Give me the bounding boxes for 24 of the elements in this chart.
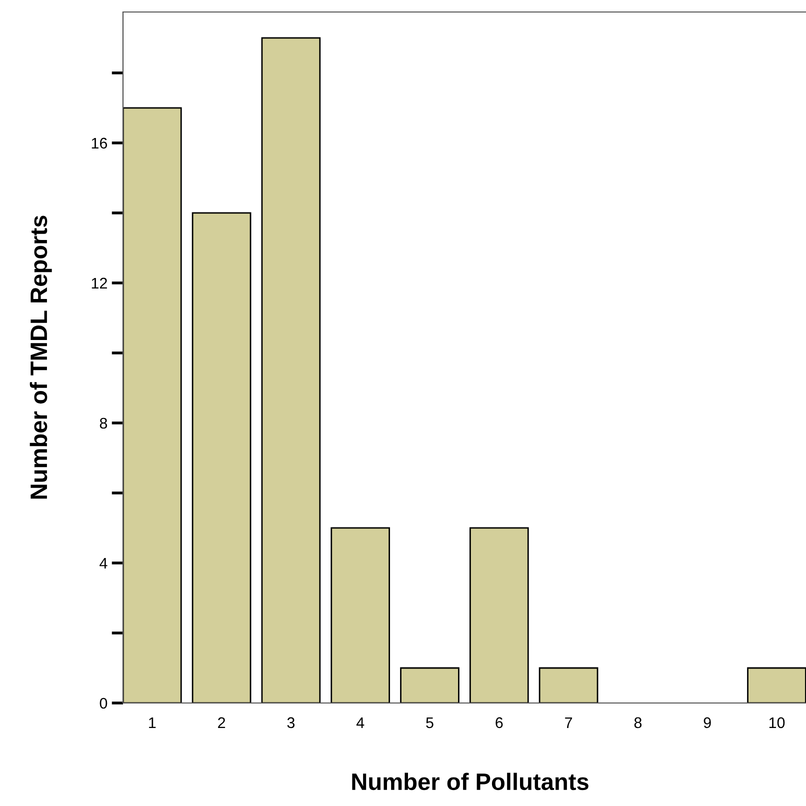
x-axis-title: Number of Pollutants: [352, 772, 588, 790]
x-tick-label: 8: [634, 717, 642, 728]
bar: [192, 212, 252, 703]
bar: [747, 667, 806, 703]
y-tick-label: 4: [100, 558, 108, 569]
x-tick-label: 5: [426, 717, 434, 728]
y-tick-label: 0: [100, 698, 108, 709]
x-tick-label: 4: [356, 717, 364, 728]
bar: [400, 667, 460, 703]
bar: [261, 37, 321, 703]
bar: [330, 527, 390, 703]
y-tick-label: 16: [92, 138, 108, 149]
x-tick-label: 9: [704, 717, 711, 728]
x-tick-label: 10: [769, 717, 785, 728]
x-tick-label: 6: [496, 717, 503, 728]
x-tick-label: 3: [287, 717, 295, 728]
x-tick-label: 2: [218, 717, 226, 728]
y-axis-title: Number of TMDL Reports: [30, 216, 52, 499]
bar: [469, 527, 529, 703]
x-tick-label: 7: [565, 717, 572, 728]
bar: [538, 667, 598, 703]
x-tick-label: 1: [149, 717, 156, 728]
y-tick-label: 8: [100, 418, 108, 429]
y-tick-label: 12: [92, 278, 107, 288]
